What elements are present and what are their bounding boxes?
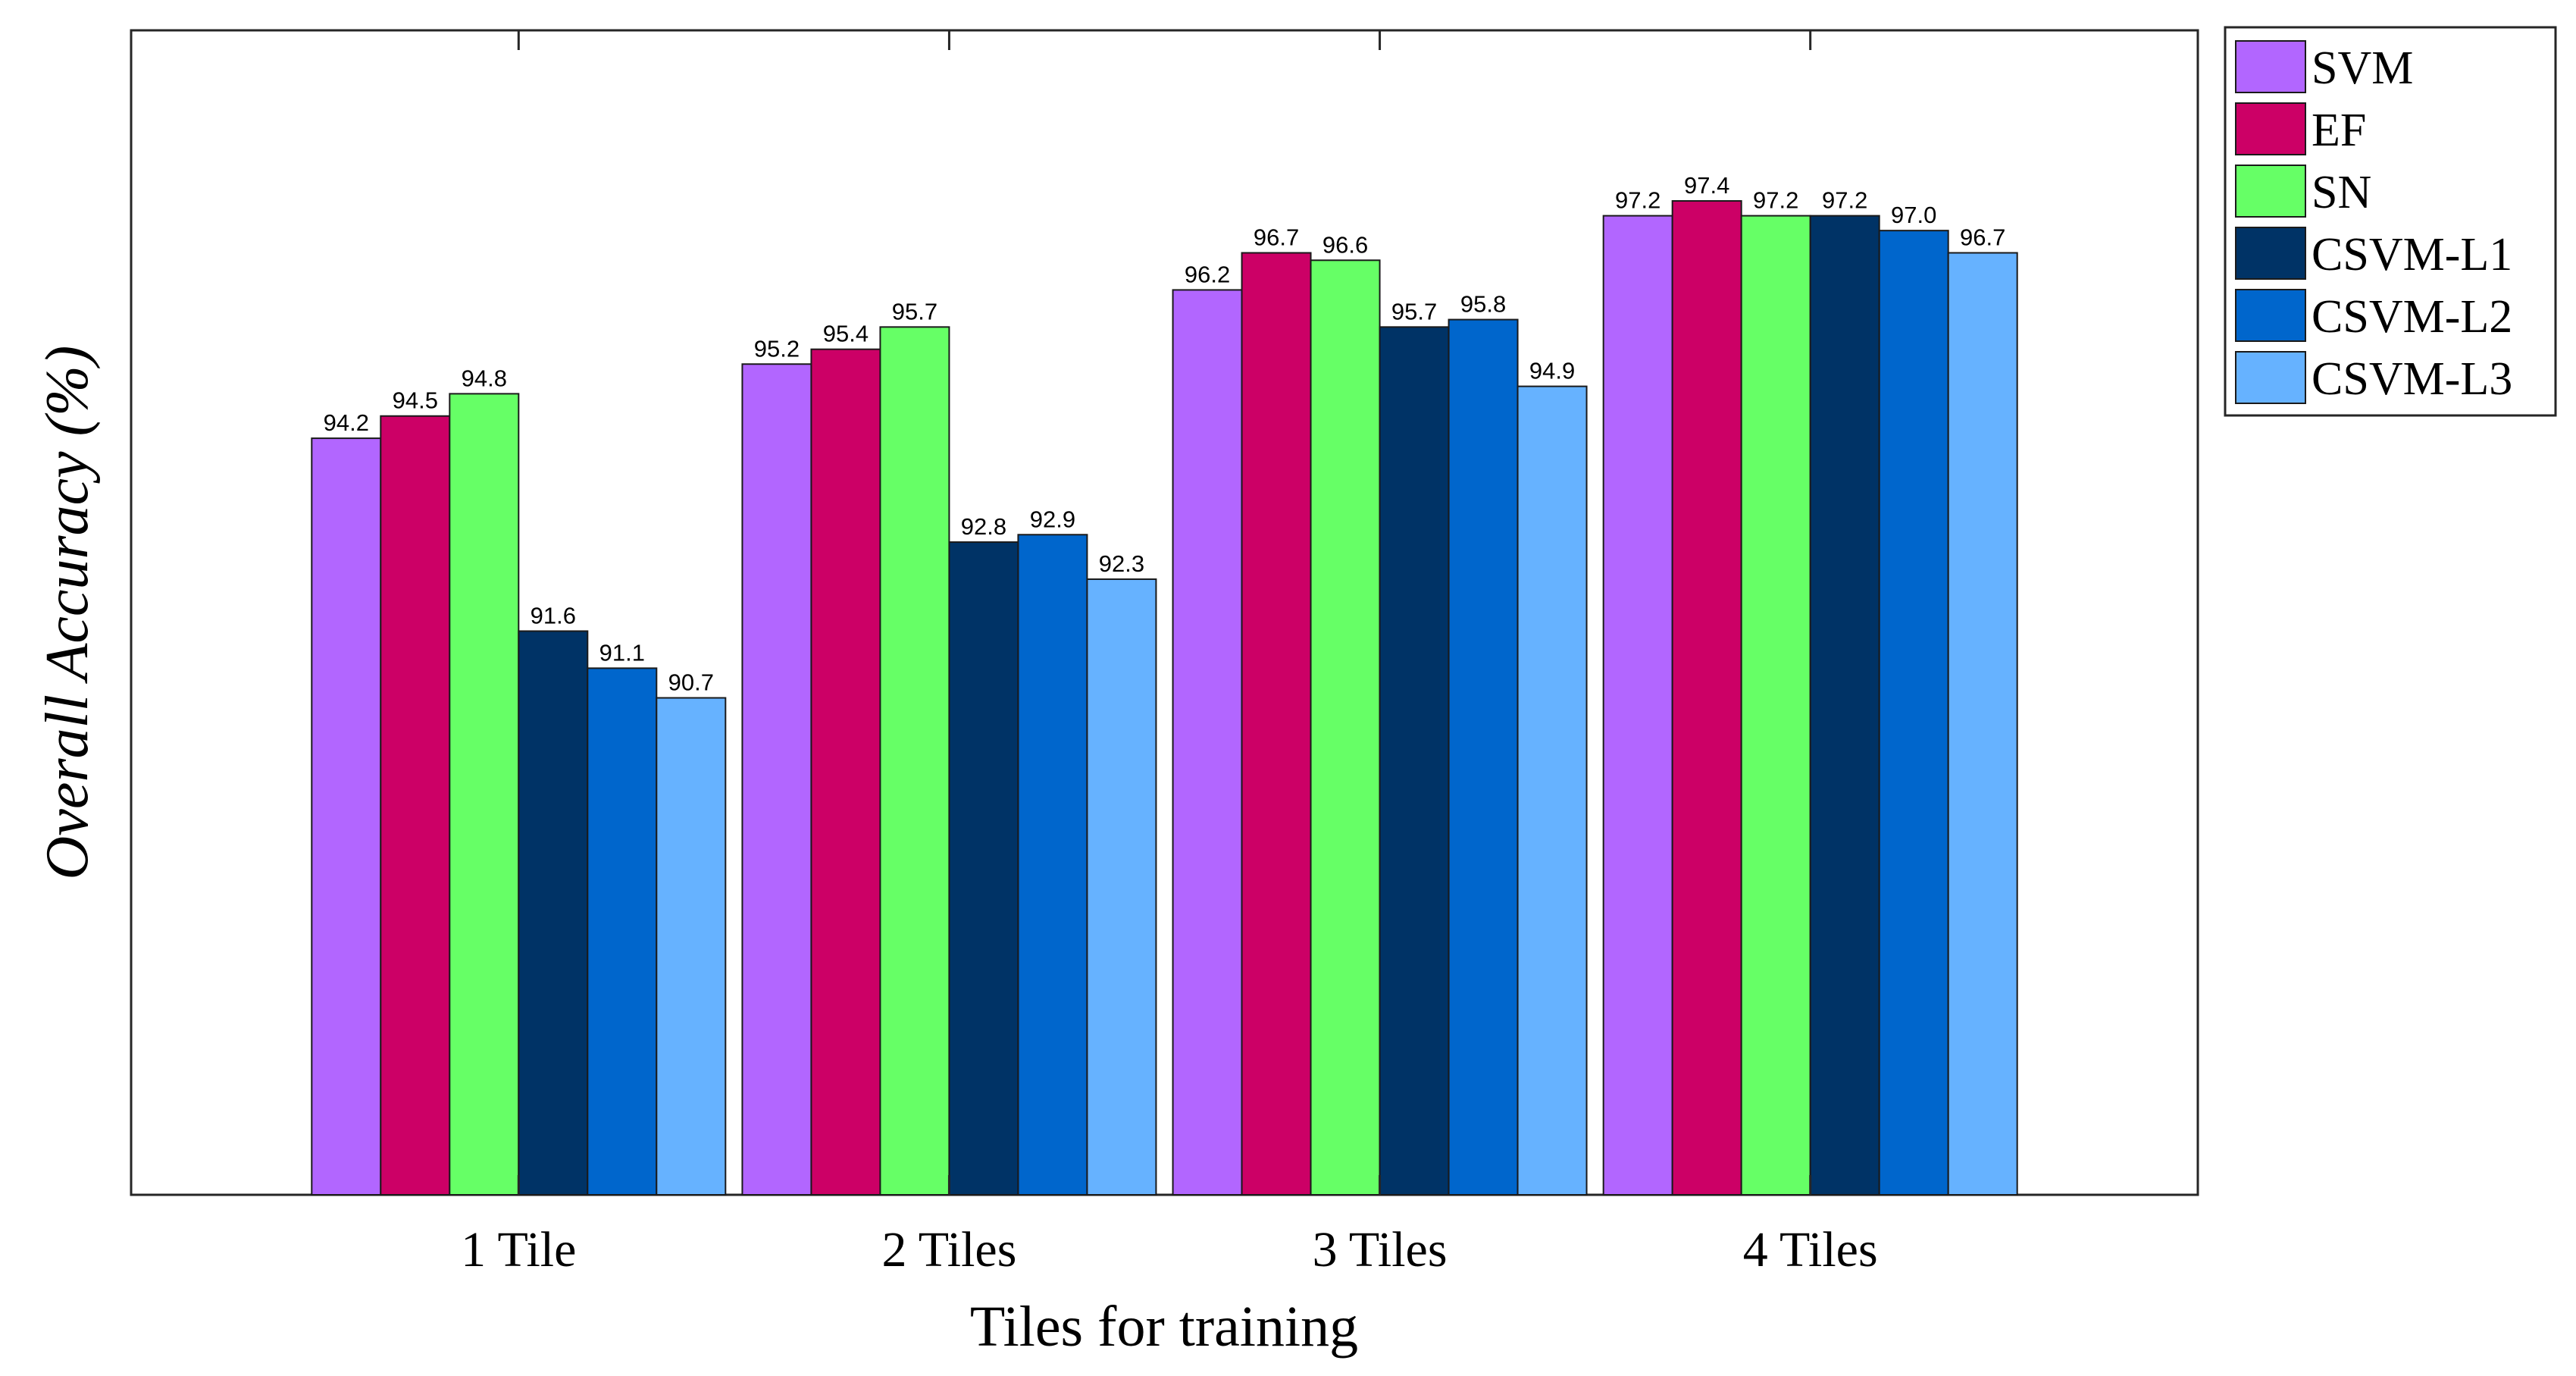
bar-sn-2 <box>879 326 950 1196</box>
legend-swatch-svm <box>2235 40 2306 93</box>
data-label: 94.8 <box>462 365 507 391</box>
data-label: 94.5 <box>393 387 438 414</box>
legend-label: SVM <box>2312 42 2413 94</box>
bar-csvm-l3-2 <box>1086 578 1157 1196</box>
bar-svm-2 <box>741 363 812 1196</box>
legend-swatch-csvm-l1 <box>2235 227 2306 280</box>
x-tick-label: 1 Tile <box>461 1222 576 1277</box>
x-tick-label: 3 Tiles <box>1313 1222 1448 1277</box>
x-tick-label: 4 Tiles <box>1743 1222 1878 1277</box>
data-label: 92.3 <box>1099 550 1144 577</box>
data-label: 97.2 <box>1753 187 1798 214</box>
bar-svm-3 <box>1172 289 1243 1196</box>
legend: SVM EF SN CSVM-L1 CSVM-L2 CSVM-L3 <box>2224 26 2557 417</box>
data-label: 96.2 <box>1185 261 1230 287</box>
bar-csvm-l3-3 <box>1516 385 1588 1196</box>
bar-csvm-l3-4 <box>1947 252 2018 1196</box>
legend-label: CSVM-L2 <box>2312 291 2512 343</box>
bar-csvm-l2-4 <box>1878 230 1949 1196</box>
legend-label: CSVM-L3 <box>2312 353 2512 405</box>
y-axis-title: Overall Accuracy (%) <box>34 346 101 880</box>
data-label: 96.7 <box>1960 224 2005 251</box>
bar-csvm-l1-4 <box>1809 215 1880 1196</box>
bar-sn-1 <box>449 393 520 1196</box>
legend-label: EF <box>2312 105 2366 156</box>
data-label: 95.7 <box>1391 298 1437 324</box>
data-label: 91.6 <box>531 602 576 628</box>
bar-svm-4 <box>1602 215 1673 1196</box>
legend-label: CSVM-L1 <box>2312 229 2512 281</box>
legend-swatch-csvm-l3 <box>2235 351 2306 404</box>
bar-csvm-l2-2 <box>1017 534 1088 1196</box>
data-label: 91.1 <box>599 639 645 666</box>
data-label: 97.4 <box>1684 172 1729 199</box>
data-label: 92.8 <box>961 513 1006 540</box>
bar-csvm-l2-3 <box>1448 318 1519 1196</box>
bar-ef-1 <box>380 415 451 1196</box>
x-axis-title: Tiles for training <box>970 1295 1358 1359</box>
bar-csvm-l1-1 <box>518 630 589 1196</box>
data-label: 96.7 <box>1254 224 1299 251</box>
legend-swatch-ef <box>2235 102 2306 155</box>
bar-ef-2 <box>810 348 881 1196</box>
data-label: 95.2 <box>754 335 800 362</box>
data-label: 97.2 <box>1615 187 1660 214</box>
bar-svm-1 <box>311 437 382 1196</box>
legend-label: SN <box>2312 167 2371 218</box>
data-label: 95.7 <box>892 298 937 324</box>
bar-csvm-l1-2 <box>948 541 1019 1196</box>
legend-swatch-csvm-l2 <box>2235 289 2306 342</box>
bars-layer <box>311 200 2018 1196</box>
bar-sn-4 <box>1740 215 1811 1196</box>
data-label: 95.8 <box>1460 291 1506 318</box>
bar-csvm-l2-1 <box>587 667 658 1196</box>
data-label: 97.2 <box>1822 187 1867 214</box>
x-tick-label: 2 Tiles <box>881 1222 1016 1277</box>
data-label: 94.2 <box>324 409 369 436</box>
data-label: 92.9 <box>1030 506 1075 532</box>
bar-csvm-l3-1 <box>656 697 727 1196</box>
bar-ef-4 <box>1671 200 1742 1196</box>
data-label: 95.4 <box>823 321 869 347</box>
legend-swatch-sn <box>2235 165 2306 218</box>
data-label: 97.0 <box>1891 202 1936 228</box>
x-axis-ticks: 1 Tile 2 Tiles 3 Tiles 4 Tiles <box>461 30 1878 1277</box>
data-label: 90.7 <box>668 669 714 696</box>
bar-csvm-l1-3 <box>1379 326 1450 1196</box>
bar-ef-3 <box>1241 252 1312 1196</box>
data-label: 96.6 <box>1322 231 1368 258</box>
data-labels-layer: 94.2 94.5 94.8 91.6 91.1 90.7 95.2 95.4 95.7 92.8… <box>324 172 2006 695</box>
data-label: 94.9 <box>1529 358 1575 384</box>
bar-sn-3 <box>1310 259 1381 1196</box>
